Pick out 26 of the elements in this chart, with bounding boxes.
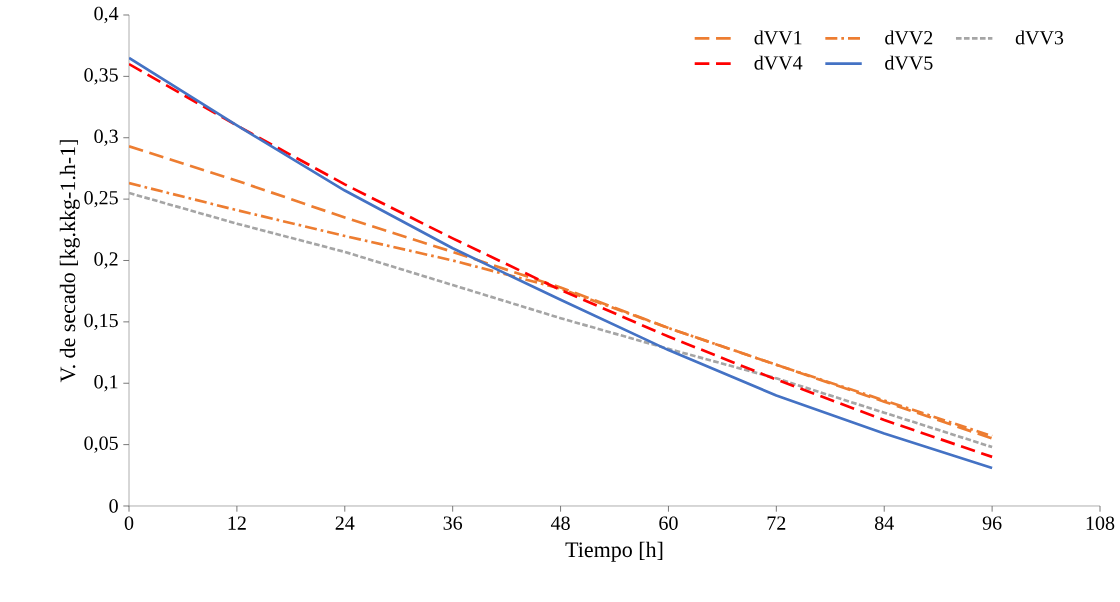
legend-label: dVV3	[1015, 30, 1064, 45]
legend-label: dVV5	[885, 55, 933, 70]
y-tick-label: 0,35	[84, 68, 118, 85]
legend-label: dVV1	[754, 30, 802, 45]
x-tick-label: 72	[767, 516, 786, 530]
x-tick-label: 48	[550, 516, 570, 530]
x-tick-label: 84	[874, 516, 894, 530]
legend-label: dVV4	[754, 55, 803, 70]
y-tick-label: 0,4	[94, 6, 119, 24]
x-tick-label: 60	[659, 516, 678, 530]
y-tick-label: 0,15	[84, 313, 118, 331]
x-tick-label: 96	[982, 516, 1002, 530]
y-tick-label: 0	[109, 499, 118, 513]
x-tick-label: 108	[1086, 516, 1115, 530]
legend-label: dVV2	[885, 30, 933, 45]
x-tick-label: 36	[443, 516, 463, 530]
y-tick-label: 0,25	[84, 190, 118, 208]
y-tick-label: 0,2	[94, 252, 118, 269]
x-tick-label: 0	[124, 516, 134, 530]
x-axis-title: Tiempo [h]	[565, 541, 663, 562]
y-axis-title: V. de secado [kg.kkg-1.h-1]	[59, 140, 80, 383]
x-tick-label: 12	[228, 516, 246, 530]
y-tick-label: 0,1	[94, 375, 118, 392]
x-tick-label: 24	[335, 516, 355, 530]
y-tick-label: 0,05	[84, 436, 118, 453]
y-tick-label: 0,3	[94, 129, 118, 146]
